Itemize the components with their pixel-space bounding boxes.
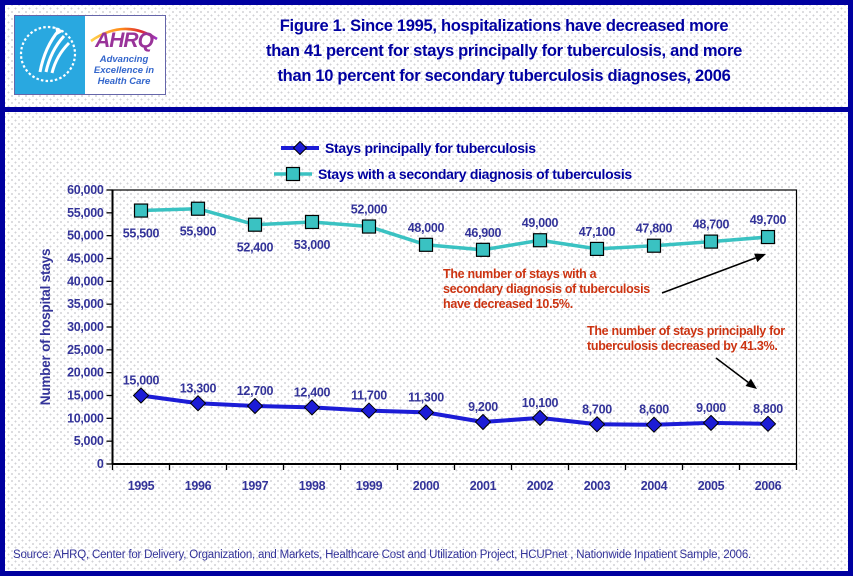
svg-text:2005: 2005 <box>698 479 725 493</box>
svg-text:8,700: 8,700 <box>582 402 612 416</box>
legend-label-secondary: Stays with a secondary diagnosis of tube… <box>318 166 632 182</box>
annotation-arrow <box>661 253 766 294</box>
series-0: 15,000 13,300 12,700 12,400 11,700 11,300 9,20… <box>123 374 784 433</box>
svg-text:55,000: 55,000 <box>67 206 104 220</box>
svg-text:2000: 2000 <box>413 479 440 493</box>
legend-label-principal: Stays principally for tuberculosis <box>325 140 536 156</box>
svg-text:1999: 1999 <box>356 479 383 493</box>
legend-item-principal: Stays principally for tuberculosis <box>280 139 536 157</box>
svg-text:15,000: 15,000 <box>123 374 160 388</box>
y-tick-labels: 0 5,000 10,000 15,000 20,000 25,000 30,000 35,0… <box>67 183 113 471</box>
svg-text:55,900: 55,900 <box>180 225 217 239</box>
svg-text:1996: 1996 <box>185 479 212 493</box>
svg-text:2002: 2002 <box>527 479 554 493</box>
svg-text:12,400: 12,400 <box>294 385 331 399</box>
svg-text:1997: 1997 <box>242 479 269 493</box>
svg-text:30,000: 30,000 <box>67 320 104 334</box>
svg-text:60,000: 60,000 <box>67 183 104 197</box>
svg-text:52,400: 52,400 <box>237 241 274 255</box>
svg-text:10,100: 10,100 <box>522 396 559 410</box>
svg-text:49,700: 49,700 <box>750 213 787 227</box>
y-axis-title: Number of hospital stays <box>38 249 53 405</box>
x-tick-labels: 1995 1996 1997 1998 1999 2000 2001 2002 2003 2004… <box>111 464 798 493</box>
svg-text:5,000: 5,000 <box>74 434 104 448</box>
annotation-principal-decrease: The number of stays principally for tube… <box>587 324 785 353</box>
svg-text:25,000: 25,000 <box>67 343 104 357</box>
annotation-secondary-decrease: The number of stays with a secondary dia… <box>443 267 650 311</box>
annotation-arrow <box>715 357 757 389</box>
svg-text:10,000: 10,000 <box>67 411 104 425</box>
series-1: 55,500 55,900 52,400 53,000 52,000 48,000 46,9… <box>123 201 787 257</box>
svg-text:47,800: 47,800 <box>636 222 673 236</box>
svg-text:55,500: 55,500 <box>123 227 160 241</box>
svg-text:2004: 2004 <box>641 479 668 493</box>
svg-text:45,000: 45,000 <box>67 252 104 266</box>
legend-item-secondary: Stays with a secondary diagnosis of tube… <box>273 165 632 183</box>
ahrq-wordmark: AHRQ <box>95 29 154 52</box>
svg-text:1998: 1998 <box>299 479 326 493</box>
svg-text:52,000: 52,000 <box>351 203 388 217</box>
svg-text:20,000: 20,000 <box>67 366 104 380</box>
hhs-eagle-icon <box>19 25 77 83</box>
svg-text:53,000: 53,000 <box>294 238 331 252</box>
svg-text:9,000: 9,000 <box>696 401 726 415</box>
svg-text:48,000: 48,000 <box>408 221 445 235</box>
svg-text:11,300: 11,300 <box>408 390 444 404</box>
svg-text:35,000: 35,000 <box>67 297 104 311</box>
ahrq-hhs-logo: AHRQ Advancing Excellence in Health Care <box>14 15 166 95</box>
svg-text:48,700: 48,700 <box>693 218 730 232</box>
svg-text:49,000: 49,000 <box>522 216 559 230</box>
svg-text:47,100: 47,100 <box>579 225 616 239</box>
svg-text:9,200: 9,200 <box>468 400 498 414</box>
svg-text:46,900: 46,900 <box>465 226 502 240</box>
svg-text:15,000: 15,000 <box>67 389 104 403</box>
svg-text:11,700: 11,700 <box>351 389 387 403</box>
svg-text:8,800: 8,800 <box>753 402 783 416</box>
source-note: Source: AHRQ, Center for Delivery, Organ… <box>13 549 752 561</box>
hhs-seal-panel <box>15 16 85 94</box>
svg-text:1995: 1995 <box>128 479 155 493</box>
header-divider <box>5 107 848 112</box>
svg-text:12,700: 12,700 <box>237 384 274 398</box>
ahrq-panel: AHRQ Advancing Excellence in Health Care <box>85 16 163 94</box>
svg-text:50,000: 50,000 <box>67 229 104 243</box>
svg-text:40,000: 40,000 <box>67 274 104 288</box>
ahrq-tagline: Advancing Excellence in Health Care <box>93 54 155 87</box>
svg-text:2006: 2006 <box>755 479 782 493</box>
svg-text:2001: 2001 <box>470 479 497 493</box>
svg-text:0: 0 <box>97 457 104 471</box>
legend-square-marker-icon <box>273 166 313 182</box>
svg-text:13,300: 13,300 <box>180 381 217 395</box>
svg-text:2003: 2003 <box>584 479 611 493</box>
rainbow-arc-icon <box>90 27 158 43</box>
legend-diamond-marker-icon <box>280 140 320 156</box>
svg-text:8,600: 8,600 <box>639 403 669 417</box>
line-chart: 0 5,000 10,000 15,000 20,000 25,000 30,000 35,0… <box>38 183 798 493</box>
figure-title: Figure 1. Since 1995, hospitalizations h… <box>266 17 742 85</box>
